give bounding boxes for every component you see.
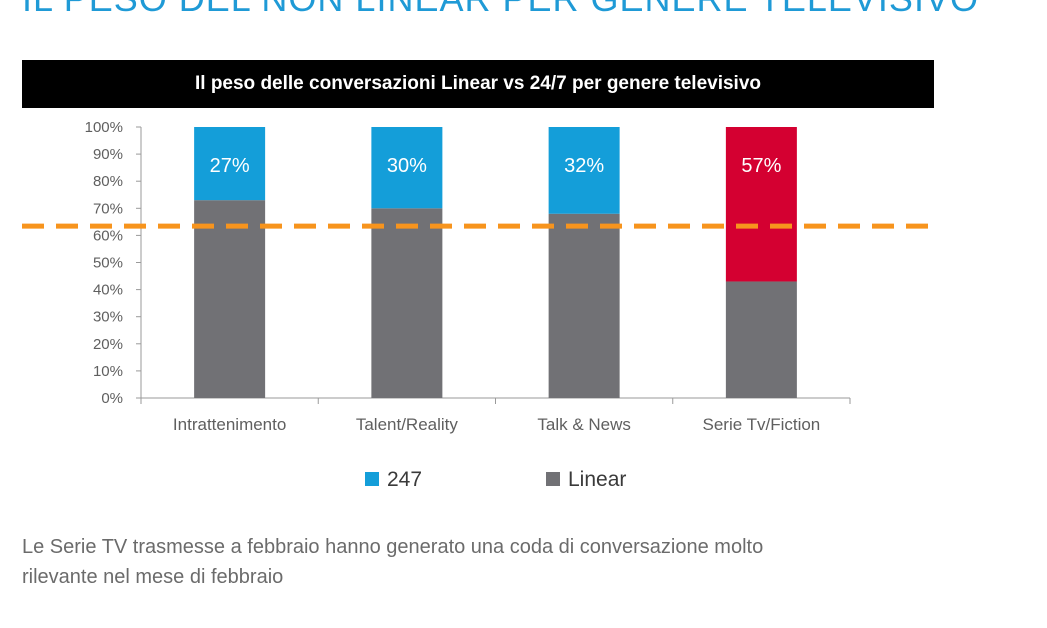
- y-tick-label: 90%: [93, 146, 123, 163]
- x-category-label: Serie Tv/Fiction: [702, 415, 820, 434]
- y-tick-label: 60%: [93, 227, 123, 244]
- legend-swatch-2: [546, 472, 560, 486]
- bar-247-1: [194, 127, 266, 201]
- y-tick-label: 40%: [93, 282, 123, 299]
- y-tick-label: 10%: [93, 363, 123, 380]
- x-category-label: Intrattenimento: [173, 415, 286, 434]
- chart-title: Il peso delle conversazioni Linear vs 24…: [22, 60, 934, 108]
- y-tick-label: 50%: [93, 255, 123, 272]
- bar-linear-4: [725, 281, 797, 398]
- bar-247-3: [548, 127, 620, 214]
- note-line-2: rilevante nel mese di febbraio: [22, 566, 284, 588]
- y-tick-label: 30%: [93, 309, 123, 326]
- data-label-247-2: 30%: [387, 155, 427, 177]
- data-label-247-1: 27%: [210, 155, 250, 177]
- commentary-note: Le Serie TV trasmesse a febbraio hanno g…: [22, 532, 922, 592]
- bar-247-2: [371, 127, 443, 209]
- y-tick-label: 70%: [93, 200, 123, 217]
- y-tick-label: 80%: [93, 173, 123, 190]
- bar-247-4: [725, 127, 797, 282]
- chart-title-text: Il peso delle conversazioni Linear vs 24…: [194, 73, 762, 94]
- data-label-247-4: 57%: [741, 155, 781, 177]
- bar-linear-1: [194, 200, 266, 398]
- y-tick-label: 0%: [101, 390, 123, 407]
- legend-label-2: Linear: [568, 468, 626, 491]
- y-tick-label: 100%: [85, 119, 123, 136]
- note-line-1: Le Serie TV trasmesse a febbraio hanno g…: [22, 536, 764, 558]
- x-category-label: Talent/Reality: [356, 415, 459, 434]
- bar-linear-3: [548, 213, 620, 398]
- bar-linear-2: [371, 208, 443, 398]
- legend-swatch-1: [365, 472, 379, 486]
- slide-title: IL PESO DEL NON LINEAR PER GENERE TELEVI…: [22, 0, 979, 20]
- x-category-label: Talk & News: [537, 415, 631, 434]
- legend-label-1: 247: [387, 468, 422, 491]
- y-tick-label: 20%: [93, 336, 123, 353]
- data-label-247-3: 32%: [564, 155, 604, 177]
